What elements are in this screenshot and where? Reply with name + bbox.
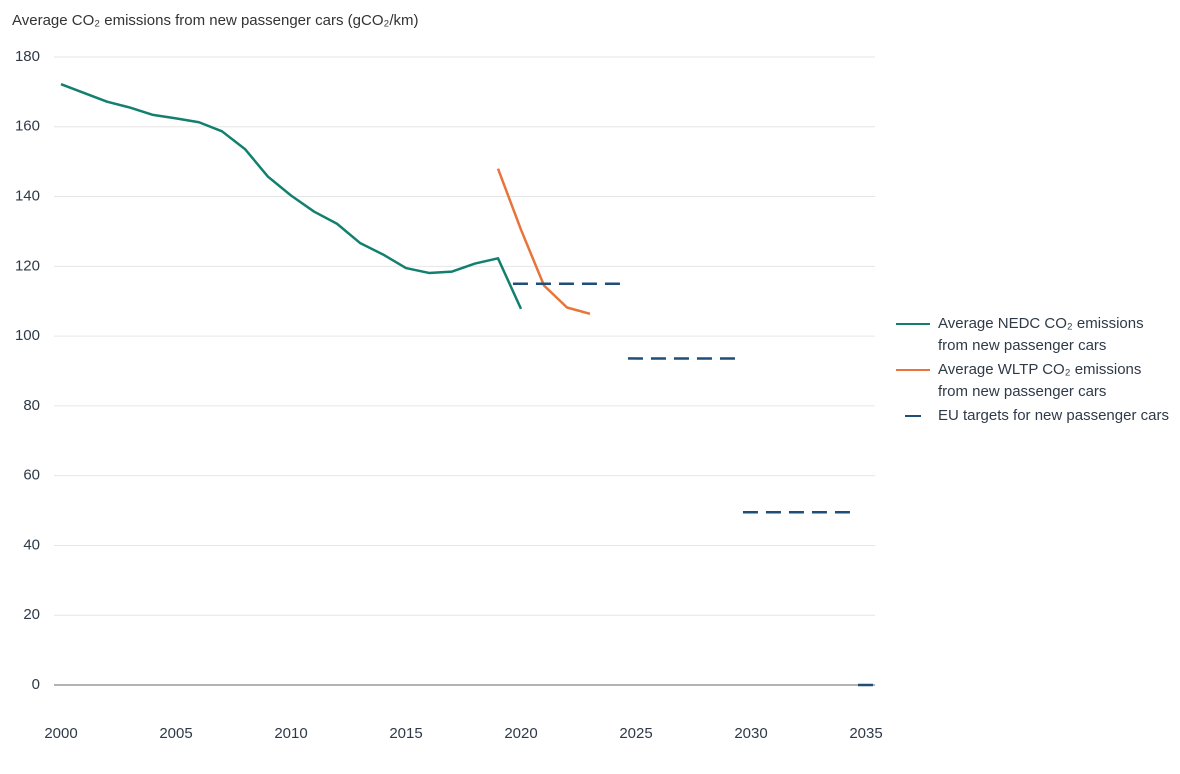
legend-item: EU targets for new passenger cars [896,405,1176,427]
legend-swatch [896,369,930,371]
y-tick-label: 40 [23,536,40,553]
x-tick-label: 2000 [44,725,77,742]
legend: Average NEDC CO₂ emissions from new pass… [896,313,1176,429]
legend-item: Average NEDC CO₂ emissions from new pass… [896,313,1176,357]
chart-title: Average CO₂ emissions from new passenger… [12,12,419,29]
y-tick-label: 20 [23,606,40,623]
legend-swatch [896,323,930,325]
y-tick-label: 160 [15,118,40,135]
legend-item: Average WLTP CO₂ emissions from new pass… [896,359,1176,403]
series-line [60,83,523,310]
series-line [496,168,591,315]
legend-label: EU targets for new passenger cars [938,407,1169,424]
y-tick-label: 120 [15,257,40,274]
legend-label: Average NEDC CO₂ emissions from new pass… [938,315,1144,354]
x-tick-label: 2025 [619,725,652,742]
y-tick-label: 60 [23,467,40,484]
x-tick-label: 2035 [849,725,882,742]
y-tick-label: 180 [15,48,40,65]
y-tick-label: 140 [15,188,40,205]
x-tick-label: 2015 [389,725,422,742]
y-tick-label: 80 [23,397,40,414]
x-tick-label: 2020 [504,725,537,742]
y-tick-label: 100 [15,327,40,344]
x-tick-label: 2030 [734,725,767,742]
legend-label: Average WLTP CO₂ emissions from new pass… [938,361,1142,400]
x-tick-label: 2010 [274,725,307,742]
y-tick-label: 0 [32,676,40,693]
x-tick-label: 2005 [159,725,192,742]
legend-swatch [896,415,930,417]
